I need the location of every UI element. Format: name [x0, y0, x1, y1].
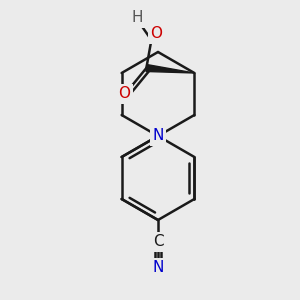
Text: O: O	[118, 86, 130, 101]
Polygon shape	[146, 64, 194, 73]
Text: O: O	[150, 26, 162, 41]
Text: H: H	[132, 11, 143, 26]
Text: C: C	[153, 235, 163, 250]
Text: N: N	[152, 128, 164, 143]
Text: N: N	[152, 260, 164, 275]
